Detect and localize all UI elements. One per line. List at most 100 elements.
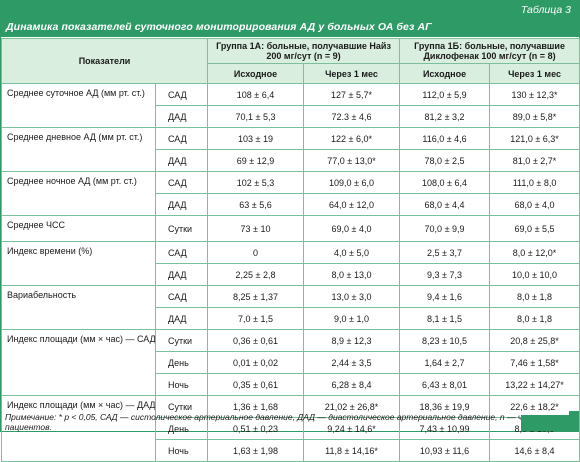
g1-after-cell: 2,44 ± 3,5 — [303, 351, 401, 374]
g1-after-cell: 6,28 ± 8,4 — [303, 373, 401, 396]
g2-initial-cell: 8,23 ± 10,5 — [399, 329, 491, 352]
header-g1-initial: Исходное — [207, 63, 305, 84]
g1-after-cell: 122 ± 6,0* — [303, 127, 401, 150]
table-row: ДАД 70,1 ± 5,3 72.3 ± 4,6 81,2 ± 3,2 89,0 ± … — [2, 105, 580, 128]
indicator-cell: Индекс площади (мм × час) — САД — [1, 329, 156, 396]
g2-initial-cell: 1,64 ± 2,7 — [399, 351, 491, 374]
table-row: Среднее суточное АД (мм рт. ст.) САД 108 ±… — [1, 83, 580, 128]
g2-initial-cell: 6,43 ± 8,01 — [399, 373, 491, 396]
g1-initial-cell: 2,25 ± 2,8 — [207, 263, 305, 286]
g2-initial-cell: 108,0 ± 6,4 — [399, 171, 491, 194]
g2-after-cell: 130 ± 12,3* — [489, 83, 580, 106]
table-row: Среднее дневное АД (мм рт. ст.) САД 103 ± … — [1, 127, 580, 172]
g2-after-cell: 68,0 ± 4,0 — [489, 193, 580, 216]
g2-initial-cell: 78,0 ± 2,5 — [399, 149, 491, 172]
table-row: ДАД 7,0 ± 1,5 9,0 ± 1,0 8,1 ± 1,5 8,0 ± 1,8 — [2, 307, 580, 330]
g2-after-cell: 14,6 ± 8,4 — [489, 439, 580, 462]
g2-initial-cell: 112,0 ± 5,9 — [399, 83, 491, 106]
g2-initial-cell: 9,3 ± 7,3 — [399, 263, 491, 286]
g2-after-cell: 22,6 ± 18,2* — [489, 395, 580, 418]
table-header-band: Таблица 3 Динамика показателей суточного… — [1, 1, 579, 37]
header-g1-after: Через 1 мес — [303, 63, 401, 84]
g1-initial-cell: 0,01 ± 0,02 — [207, 351, 305, 374]
g1-after-cell: 72.3 ± 4,6 — [303, 105, 401, 128]
g1-after-cell: 8,9 ± 12,3 — [303, 329, 401, 352]
g1-initial-cell: 0 — [207, 241, 305, 264]
g2-initial-cell: 8,1 ± 1,5 — [399, 307, 491, 330]
measure-cell: САД — [154, 285, 209, 308]
indicator-cell: Среднее ночное АД (мм рт. ст.) — [1, 171, 156, 216]
g2-after-cell: 20,8 ± 25,8* — [489, 329, 580, 352]
measure-cell: Сутки — [154, 329, 209, 352]
measure-cell: ДАД — [154, 149, 209, 172]
g1-after-cell: 11,8 ± 14,16* — [303, 439, 401, 462]
indicator-cell: Среднее ЧСС — [1, 215, 156, 242]
table-row: Среднее ночное АД (мм рт. ст.) САД 102 ± 5… — [1, 171, 580, 216]
measure-cell: ДАД — [154, 307, 209, 330]
g1-initial-cell: 73 ± 10 — [207, 215, 305, 242]
g2-after-cell: 81,0 ± 2,7* — [489, 149, 580, 172]
table-title: Динамика показателей суточного мониторир… — [6, 21, 432, 33]
header-group-1a: Группа 1А: больные, получавшие Найз 200 … — [207, 38, 401, 64]
g1-initial-cell: 63 ± 5,6 — [207, 193, 305, 216]
measure-cell: ДАД — [154, 193, 209, 216]
measure-cell: Ночь — [154, 439, 209, 462]
bp-monitoring-table: Показатели Группа 1А: больные, получавши… — [0, 38, 580, 462]
g2-after-cell: 89,0 ± 5,8* — [489, 105, 580, 128]
g1-initial-cell: 69 ± 12,9 — [207, 149, 305, 172]
g1-after-cell: 64,0 ± 12,0 — [303, 193, 401, 216]
g2-after-cell: 10,0 ± 10,0 — [489, 263, 580, 286]
g1-after-cell: 4,0 ± 5,0 — [303, 241, 401, 264]
table-row: Среднее ЧСС Сутки 73 ± 10 69,0 ± 4,0 70,0 ± … — [1, 215, 580, 242]
table-row: Вариабельность САД 8,25 ± 1,37 13,0 ± 3,0 9,… — [1, 285, 580, 330]
g2-after-cell: 8,0 ± 12,0* — [489, 241, 580, 264]
measure-cell: День — [154, 351, 209, 374]
table-row: Ночь 0,35 ± 0,61 6,28 ± 8,4 6,43 ± 8,01 13,2… — [2, 373, 580, 396]
table-row: День 0,01 ± 0,02 2,44 ± 3,5 1,64 ± 2,7 7,46 … — [2, 351, 580, 374]
g1-initial-cell: 1,63 ± 1,98 — [207, 439, 305, 462]
g1-after-cell: 69,0 ± 4,0 — [303, 215, 401, 242]
g2-initial-cell: 116,0 ± 4,6 — [399, 127, 491, 150]
measure-cell: САД — [154, 171, 209, 194]
indicator-cell: Вариабельность — [1, 285, 156, 330]
table-row: Индекс времени (%) САД 0 4,0 ± 5,0 2,5 ± 3,7… — [1, 241, 580, 286]
g2-after-cell: 69,0 ± 5,5 — [489, 215, 580, 242]
g1-after-cell: 109,0 ± 6,0 — [303, 171, 401, 194]
corner-decoration — [521, 415, 579, 431]
g2-initial-cell: 81,2 ± 3,2 — [399, 105, 491, 128]
measure-cell: Ночь — [154, 373, 209, 396]
indicator-cell: Среднее суточное АД (мм рт. ст.) — [1, 83, 156, 128]
g2-initial-cell: 9,4 ± 1,6 — [399, 285, 491, 308]
header-row-groups: Показатели Группа 1А: больные, получавши… — [0, 38, 580, 84]
measure-cell: САД — [154, 83, 209, 106]
measure-cell: САД — [154, 241, 209, 264]
header-g2-initial: Исходное — [399, 63, 491, 84]
table-footnote: Примечание: * p < 0,05, САД — систоличес… — [5, 412, 541, 432]
measure-cell: ДАД — [154, 105, 209, 128]
g1-initial-cell: 103 ± 19 — [207, 127, 305, 150]
indicator-cell: Индекс времени (%) — [1, 241, 156, 286]
g1-after-cell: 127 ± 5,7* — [303, 83, 401, 106]
measure-cell: ДАД — [154, 263, 209, 286]
measure-cell: Сутки — [154, 215, 209, 242]
header-indicators: Показатели — [0, 38, 209, 84]
g1-initial-cell: 7,0 ± 1,5 — [207, 307, 305, 330]
g1-initial-cell: 0,35 ± 0,61 — [207, 373, 305, 396]
g1-after-cell: 13,0 ± 3,0 — [303, 285, 401, 308]
measure-cell: САД — [154, 127, 209, 150]
header-g2-after: Через 1 мес — [489, 63, 580, 84]
g2-after-cell: 13,22 ± 14,27* — [489, 373, 580, 396]
g2-after-cell: 8,0 ± 1,8 — [489, 307, 580, 330]
indicator-cell: Среднее дневное АД (мм рт. ст.) — [1, 127, 156, 172]
g1-after-cell: 9,0 ± 1,0 — [303, 307, 401, 330]
table-number-label: Таблица 3 — [520, 4, 571, 16]
g1-initial-cell: 0,36 ± 0,61 — [207, 329, 305, 352]
g2-initial-cell: 10,93 ± 11,6 — [399, 439, 491, 462]
table-row: ДАД 63 ± 5,6 64,0 ± 12,0 68,0 ± 4,4 68,0 ± 4… — [2, 193, 580, 216]
corner-decoration-tab — [569, 411, 579, 415]
g2-after-cell: 121,0 ± 6,3* — [489, 127, 580, 150]
g2-initial-cell: 70,0 ± 9,9 — [399, 215, 491, 242]
g1-initial-cell: 8,25 ± 1,37 — [207, 285, 305, 308]
g1-after-cell: 77,0 ± 13,0* — [303, 149, 401, 172]
